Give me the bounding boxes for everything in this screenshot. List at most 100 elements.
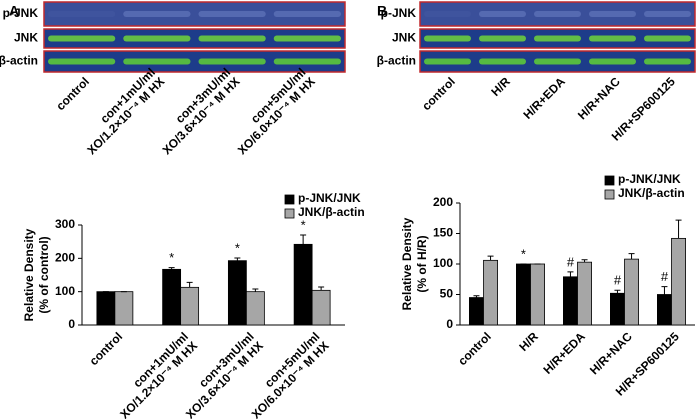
blot-band: [644, 35, 691, 42]
y-axis-label: Relative Density: [400, 217, 414, 310]
blot-band: [479, 11, 526, 17]
blot-band: [424, 35, 471, 42]
y-tick-label: 0: [68, 317, 75, 331]
blot-band: [123, 58, 191, 65]
bar: [162, 268, 182, 326]
y-tick-label: 100: [55, 284, 75, 298]
legend-swatch: [604, 175, 615, 186]
x-tick-label: control: [455, 329, 494, 368]
lane-label: H/R: [488, 74, 513, 99]
error-bar: [581, 259, 588, 263]
annotation: *: [169, 250, 174, 265]
legend-label: p-JNK/JNK: [298, 191, 361, 205]
annotation: #: [661, 269, 669, 284]
annotation: #: [567, 254, 575, 269]
error-bar: [661, 286, 668, 295]
blot-band: [198, 58, 266, 65]
panel-letter: B: [377, 3, 387, 19]
bar: [114, 291, 134, 326]
blot-band: [534, 35, 581, 42]
y-tick-label: 0: [446, 317, 453, 331]
annotation: #: [614, 273, 622, 288]
lane-label-line: H/R+EDA: [520, 74, 568, 122]
bar: [516, 263, 531, 326]
blot-band: [589, 11, 636, 17]
blot-row-label: p-JNK: [381, 6, 417, 20]
legend-label: p-JNK/JNK: [618, 172, 681, 186]
annotation: *: [301, 217, 306, 232]
y-axis-label: (% of control): [37, 236, 51, 313]
blot-strip: [43, 1, 346, 27]
y-tick-label: 300: [55, 217, 75, 231]
bar: [624, 258, 640, 326]
blot-band: [479, 58, 526, 65]
bar: [610, 292, 625, 326]
legend-swatch: [284, 208, 295, 219]
blot-band: [644, 11, 691, 17]
x-tick-label-line: control: [87, 329, 126, 368]
lane-label-line: control: [419, 74, 458, 113]
bar: [311, 289, 331, 326]
blot-row-label: JNK: [14, 31, 38, 45]
blot-band: [273, 58, 341, 65]
blot-band: [273, 11, 341, 17]
lane-label-line: H/R: [488, 74, 513, 99]
y-axis-label: Relative Density: [22, 228, 36, 321]
bar: [468, 297, 484, 326]
error-bar: [473, 295, 480, 298]
bar: [577, 261, 593, 326]
bar: [671, 237, 687, 326]
x-tick-label-line: H/R: [516, 329, 541, 354]
error-bar: [614, 289, 621, 294]
blot-band: [424, 11, 471, 17]
lane-label: H/R+NAC: [575, 74, 623, 122]
bar: [530, 263, 546, 326]
x-tick-label-line: control: [455, 329, 494, 368]
y-tick-label: 150: [433, 226, 453, 240]
bar: [293, 243, 313, 326]
y-tick-label: 50: [440, 287, 454, 301]
lane-label-line: control: [53, 74, 92, 113]
y-tick-label: 100: [433, 256, 453, 270]
x-tick-label: control: [87, 329, 126, 368]
lane-label: control: [419, 74, 458, 113]
bar: [657, 294, 672, 326]
blot-row-label: β-actin: [0, 54, 38, 68]
x-tick-label-line: H/R+EDA: [540, 329, 588, 377]
blot-band: [424, 58, 471, 65]
y-tick-label: 200: [55, 251, 75, 265]
blot-band: [123, 35, 191, 42]
lane-label: H/R+EDA: [520, 74, 568, 122]
annotation: *: [235, 240, 240, 255]
legend-label: JNK/β-actin: [298, 205, 365, 219]
legend-label: JNK/β-actin: [618, 186, 685, 200]
blot-band: [48, 11, 116, 17]
blot-band: [48, 58, 116, 65]
error-bar: [675, 219, 682, 239]
blot-band: [198, 35, 266, 42]
bar: [563, 276, 578, 326]
error-bar: [300, 234, 307, 245]
blot-row-label: p-JNK: [3, 6, 39, 20]
bar: [483, 259, 499, 326]
y-tick-label: 200: [433, 195, 453, 209]
error-bar: [186, 281, 193, 288]
blot-band: [48, 35, 116, 42]
bar: [96, 291, 116, 326]
y-axis-label: (% of H/R): [415, 235, 429, 292]
blot-band: [589, 35, 636, 42]
x-tick-label: H/R+NAC: [587, 329, 635, 377]
legend-swatch: [604, 189, 615, 200]
error-bar: [318, 286, 325, 291]
annotation: *: [521, 246, 526, 261]
blot-strip: [43, 28, 346, 49]
error-bar: [628, 253, 635, 260]
blot-strip: [43, 50, 346, 73]
bar: [227, 260, 247, 326]
x-tick-label: H/R: [516, 329, 541, 354]
blot-band: [589, 58, 636, 65]
error-bar: [252, 288, 259, 292]
